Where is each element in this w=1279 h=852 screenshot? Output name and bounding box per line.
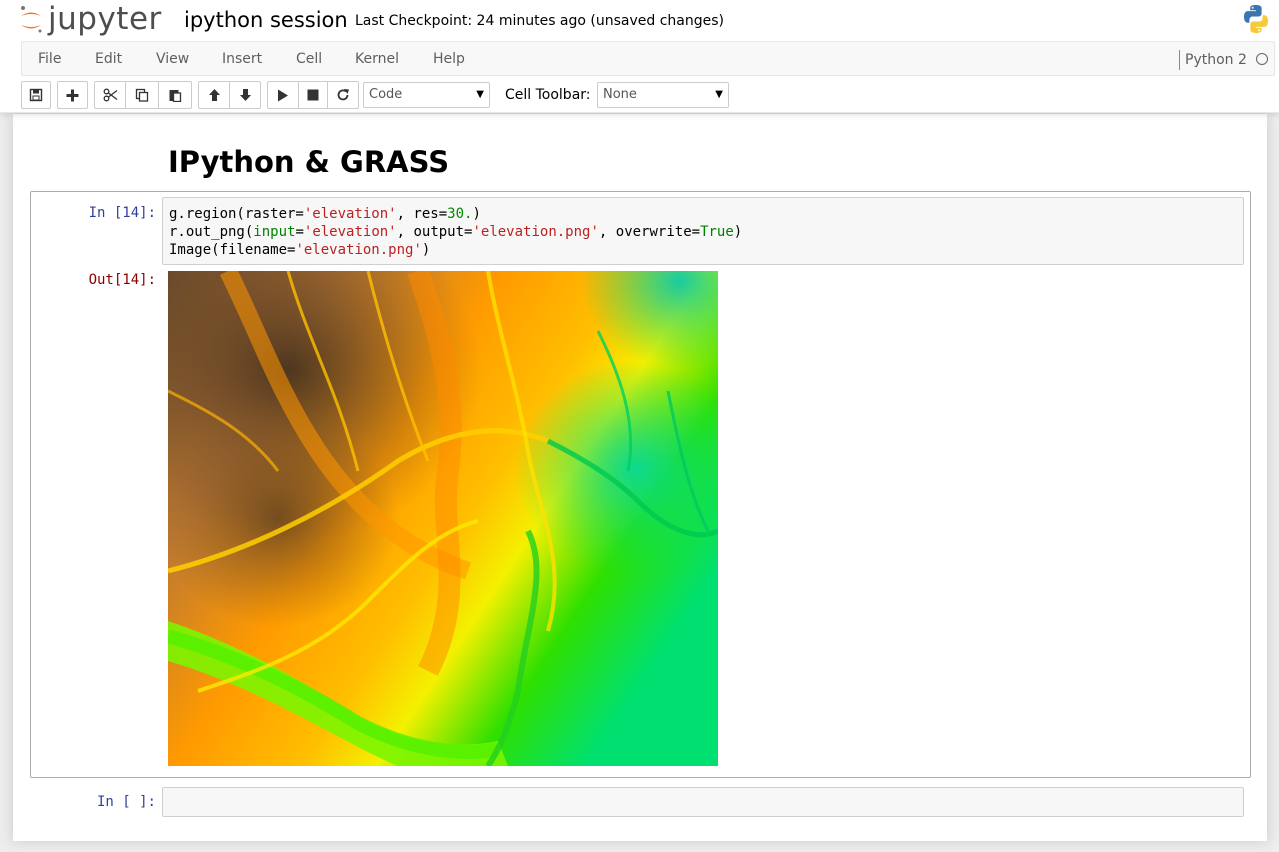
plus-icon	[66, 89, 79, 101]
save-icon	[29, 88, 43, 102]
code-token: )	[733, 224, 743, 240]
caret-down-icon: ▼	[715, 89, 723, 100]
move-up-button[interactable]	[198, 81, 230, 109]
arrow-up-icon	[208, 89, 220, 101]
caret-down-icon: ▼	[476, 89, 484, 100]
code-token: , res=	[396, 206, 448, 222]
code-token: 'elevation'	[303, 206, 397, 222]
kernel-name: Python 2	[1185, 52, 1247, 68]
restart-icon	[337, 89, 349, 101]
menu-cell[interactable]: Cell	[296, 51, 323, 67]
cell-type-value: Code	[369, 87, 403, 102]
interrupt-button[interactable]	[298, 81, 328, 109]
copy-icon	[135, 88, 149, 102]
markdown-heading[interactable]: IPython & GRASS	[168, 145, 450, 179]
cell-toolbar-value: None	[603, 87, 637, 102]
code-token: True	[700, 224, 734, 240]
code-token: =	[295, 224, 304, 240]
code-token: Image(filename=	[169, 242, 296, 258]
menu-insert[interactable]: Insert	[222, 51, 263, 67]
input-prompt: In [ ]:	[96, 794, 156, 810]
cell-toolbar-label: Cell Toolbar:	[505, 87, 591, 103]
notebook-name[interactable]: ipython session	[184, 8, 348, 32]
code-line: r.out_png(input='elevation', output='ele…	[169, 223, 742, 241]
python-logo-icon	[1244, 5, 1268, 33]
paste-button[interactable]	[158, 81, 192, 109]
code-input-area-empty[interactable]	[162, 787, 1244, 817]
menu-help[interactable]: Help	[433, 51, 465, 67]
kernel-idle-icon	[1256, 53, 1268, 65]
copy-button[interactable]	[125, 81, 159, 109]
elevation-image-output	[168, 271, 718, 766]
code-token: )	[472, 206, 481, 222]
menu-edit[interactable]: Edit	[95, 51, 123, 67]
restart-button[interactable]	[327, 81, 359, 109]
move-down-button[interactable]	[229, 81, 261, 109]
run-button[interactable]	[267, 81, 299, 109]
stop-icon	[307, 89, 319, 101]
code-token: r.out_png(	[169, 224, 254, 240]
code-line: g.region(raster='elevation', res=30.)	[169, 205, 481, 223]
code-token: input	[253, 224, 296, 240]
code-token: , output=	[396, 224, 473, 240]
notebook-header: jupyter ipython session Last Checkpoint:…	[0, 0, 1279, 113]
code-token: 'elevation.png'	[295, 242, 422, 258]
cut-button[interactable]	[94, 81, 126, 109]
paste-icon	[169, 90, 182, 102]
checkpoint-status: Last Checkpoint: 24 minutes ago (unsaved…	[355, 13, 725, 29]
menu-kernel[interactable]: Kernel	[355, 51, 399, 67]
play-icon	[278, 89, 288, 101]
cell-type-select[interactable]: Code ▼	[363, 82, 490, 108]
elevation-raster	[168, 271, 718, 766]
menu-file[interactable]: File	[38, 51, 62, 67]
input-prompt: In [14]:	[88, 205, 156, 221]
jupyter-logo[interactable]: jupyter	[19, 2, 162, 36]
code-input-area[interactable]: g.region(raster='elevation', res=30.) r.…	[162, 197, 1244, 265]
save-button[interactable]	[21, 81, 51, 109]
cut-icon	[103, 88, 117, 102]
kernel-separator	[1179, 50, 1180, 70]
menubar: File Edit View Insert Cell Kernel Help P…	[21, 41, 1275, 76]
code-token: 30.	[447, 206, 473, 222]
code-token: 'elevation'	[303, 224, 397, 240]
cell-toolbar-select[interactable]: None ▼	[597, 82, 729, 108]
code-cell-selected[interactable]	[30, 191, 1251, 778]
code-token: , overwrite=	[598, 224, 701, 240]
menu-view[interactable]: View	[156, 51, 190, 67]
jupyter-logo-icon	[21, 6, 42, 33]
arrow-down-icon	[239, 89, 251, 101]
code-token: 'elevation.png'	[472, 224, 599, 240]
code-line: Image(filename='elevation.png')	[169, 241, 430, 259]
output-prompt: Out[14]:	[88, 272, 156, 288]
code-token: )	[421, 242, 431, 258]
code-token: g.region(raster=	[169, 206, 304, 222]
jupyter-wordmark: jupyter	[48, 1, 162, 37]
insert-cell-button[interactable]	[57, 81, 88, 109]
